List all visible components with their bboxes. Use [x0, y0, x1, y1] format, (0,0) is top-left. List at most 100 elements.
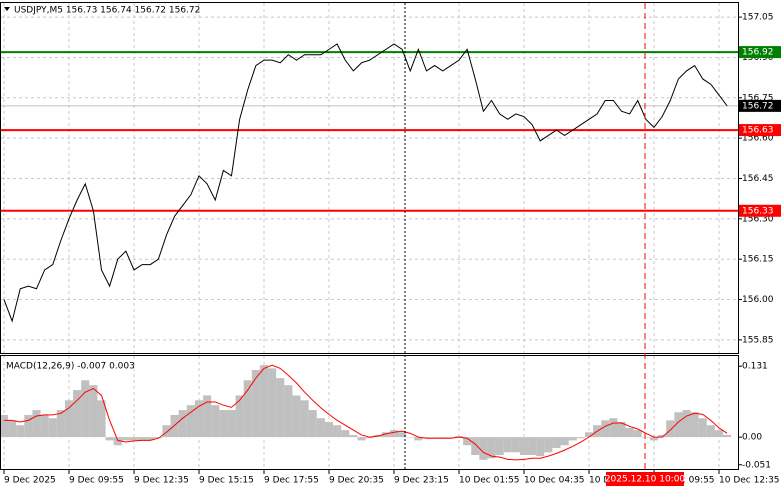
macd-bar — [0, 414, 9, 438]
macd-bar — [324, 421, 334, 438]
macd-bar — [633, 430, 642, 438]
x-tick-label: 10 Dec 04:35 — [524, 476, 585, 486]
macd-bar — [625, 427, 634, 438]
x-tick-label: 9 Dec 09:55 — [69, 476, 124, 486]
price-line — [3, 43, 728, 323]
macd-bar — [97, 400, 106, 438]
macd-bar — [194, 400, 204, 438]
macd-bar — [463, 437, 472, 446]
macd-bar — [511, 437, 520, 453]
macd-bar — [568, 437, 577, 441]
macd-bar — [560, 437, 569, 446]
x-tick-label: 9 Dec 15:15 — [199, 476, 254, 486]
macd-bar — [609, 418, 618, 438]
macd-bar — [227, 410, 236, 438]
macd-bar — [308, 410, 317, 438]
cursor-label: 2025.12.10 10:00 — [605, 475, 686, 485]
macd-bar — [32, 410, 41, 438]
macd-bar — [519, 437, 529, 456]
macd-bar — [113, 437, 122, 446]
macd-bar — [211, 405, 220, 438]
plots — [0, 43, 738, 461]
macd-bar — [24, 414, 33, 438]
macd-bar — [8, 420, 17, 438]
macd-bar — [601, 420, 610, 438]
macd-bar — [40, 414, 49, 438]
menu-triangle — [4, 7, 10, 11]
level-label: 156.92 — [742, 48, 774, 58]
macd-bar — [690, 412, 699, 438]
macd-bar — [138, 437, 147, 441]
y-tick-label: 155.85 — [742, 335, 774, 345]
macd-bar — [698, 418, 707, 438]
cursor-label-box — [606, 472, 684, 486]
macd-bar — [73, 390, 82, 438]
x-tick-label: 9 Dec 2025 — [4, 476, 56, 486]
macd-bar — [666, 420, 675, 438]
macd-bar — [398, 432, 407, 438]
macd-bar — [259, 365, 269, 438]
x-tick-label: 10 Dec 12:35 — [719, 476, 780, 486]
macd-bar — [552, 437, 561, 448]
macd-bar — [454, 436, 464, 438]
macd-title: MACD(12,26,9) -0.007 0.003 — [6, 362, 135, 372]
macd-bar — [617, 421, 626, 438]
x-tick-label: 9 Dec 12:35 — [134, 476, 189, 486]
chart-title: USDJPY,M5 156.73 156.74 156.72 156.72 — [14, 6, 200, 16]
macd-bar — [178, 410, 187, 438]
macd-bar — [682, 410, 691, 438]
macd-bar — [203, 395, 212, 438]
y-tick-label: 156.30 — [742, 214, 774, 224]
macd-bar — [56, 410, 65, 438]
macd-bar — [268, 368, 277, 438]
macd-bar — [389, 430, 399, 438]
macd-bar — [649, 437, 659, 441]
macd-bar — [316, 418, 325, 438]
macd-bar — [658, 434, 667, 438]
macd-bar — [446, 437, 455, 438]
macd-bar — [422, 437, 431, 439]
macd-bar — [438, 437, 447, 439]
macd-bar — [333, 425, 342, 438]
signal-line — [4, 364, 728, 461]
macd-bar — [146, 437, 155, 441]
macd-bar — [544, 437, 553, 453]
macd-bar — [430, 437, 439, 438]
y-tick-label: 157.05 — [742, 13, 774, 23]
macd-bar — [723, 434, 732, 438]
level-label: 156.33 — [742, 206, 774, 216]
level-label-box — [739, 204, 781, 217]
macd-bar — [48, 418, 57, 438]
x-tick-label: 9 Dec 17:55 — [264, 476, 319, 486]
macd-bar — [129, 437, 139, 441]
macd-bar — [641, 437, 650, 438]
macd-bar — [365, 437, 374, 439]
macd-bar — [706, 425, 715, 438]
labels: 155.85156.00156.15156.30156.45156.60156.… — [3, 13, 781, 486]
macd-bar — [300, 400, 309, 438]
macd-bar — [528, 437, 537, 456]
macd-bar — [536, 437, 545, 457]
macd-bar — [341, 430, 350, 438]
x-tick-label: 10 Dec 09:55 — [654, 476, 715, 486]
x-tick-label: 9 Dec 20:35 — [329, 476, 384, 486]
x-tick-label: 10 Dec 01:55 — [459, 476, 520, 486]
macd-bar — [186, 405, 195, 438]
macd-bar — [479, 437, 488, 460]
macd-bar — [576, 437, 585, 439]
macd-bar — [292, 395, 301, 438]
macd-bar — [121, 437, 130, 441]
macd-bar — [674, 412, 683, 438]
macd-bar — [243, 380, 252, 438]
macd-bar — [714, 430, 724, 438]
x-tick-label: 9 Dec 23:15 — [394, 476, 449, 486]
macd-bar — [284, 385, 293, 438]
macd-bar — [357, 437, 366, 441]
level-label-box — [739, 124, 781, 137]
y-tick-label: 156.60 — [742, 134, 774, 144]
macd-bar — [414, 437, 423, 441]
y-tick-label: 156.00 — [742, 295, 774, 305]
last-price-label: 156.72 — [742, 101, 774, 111]
